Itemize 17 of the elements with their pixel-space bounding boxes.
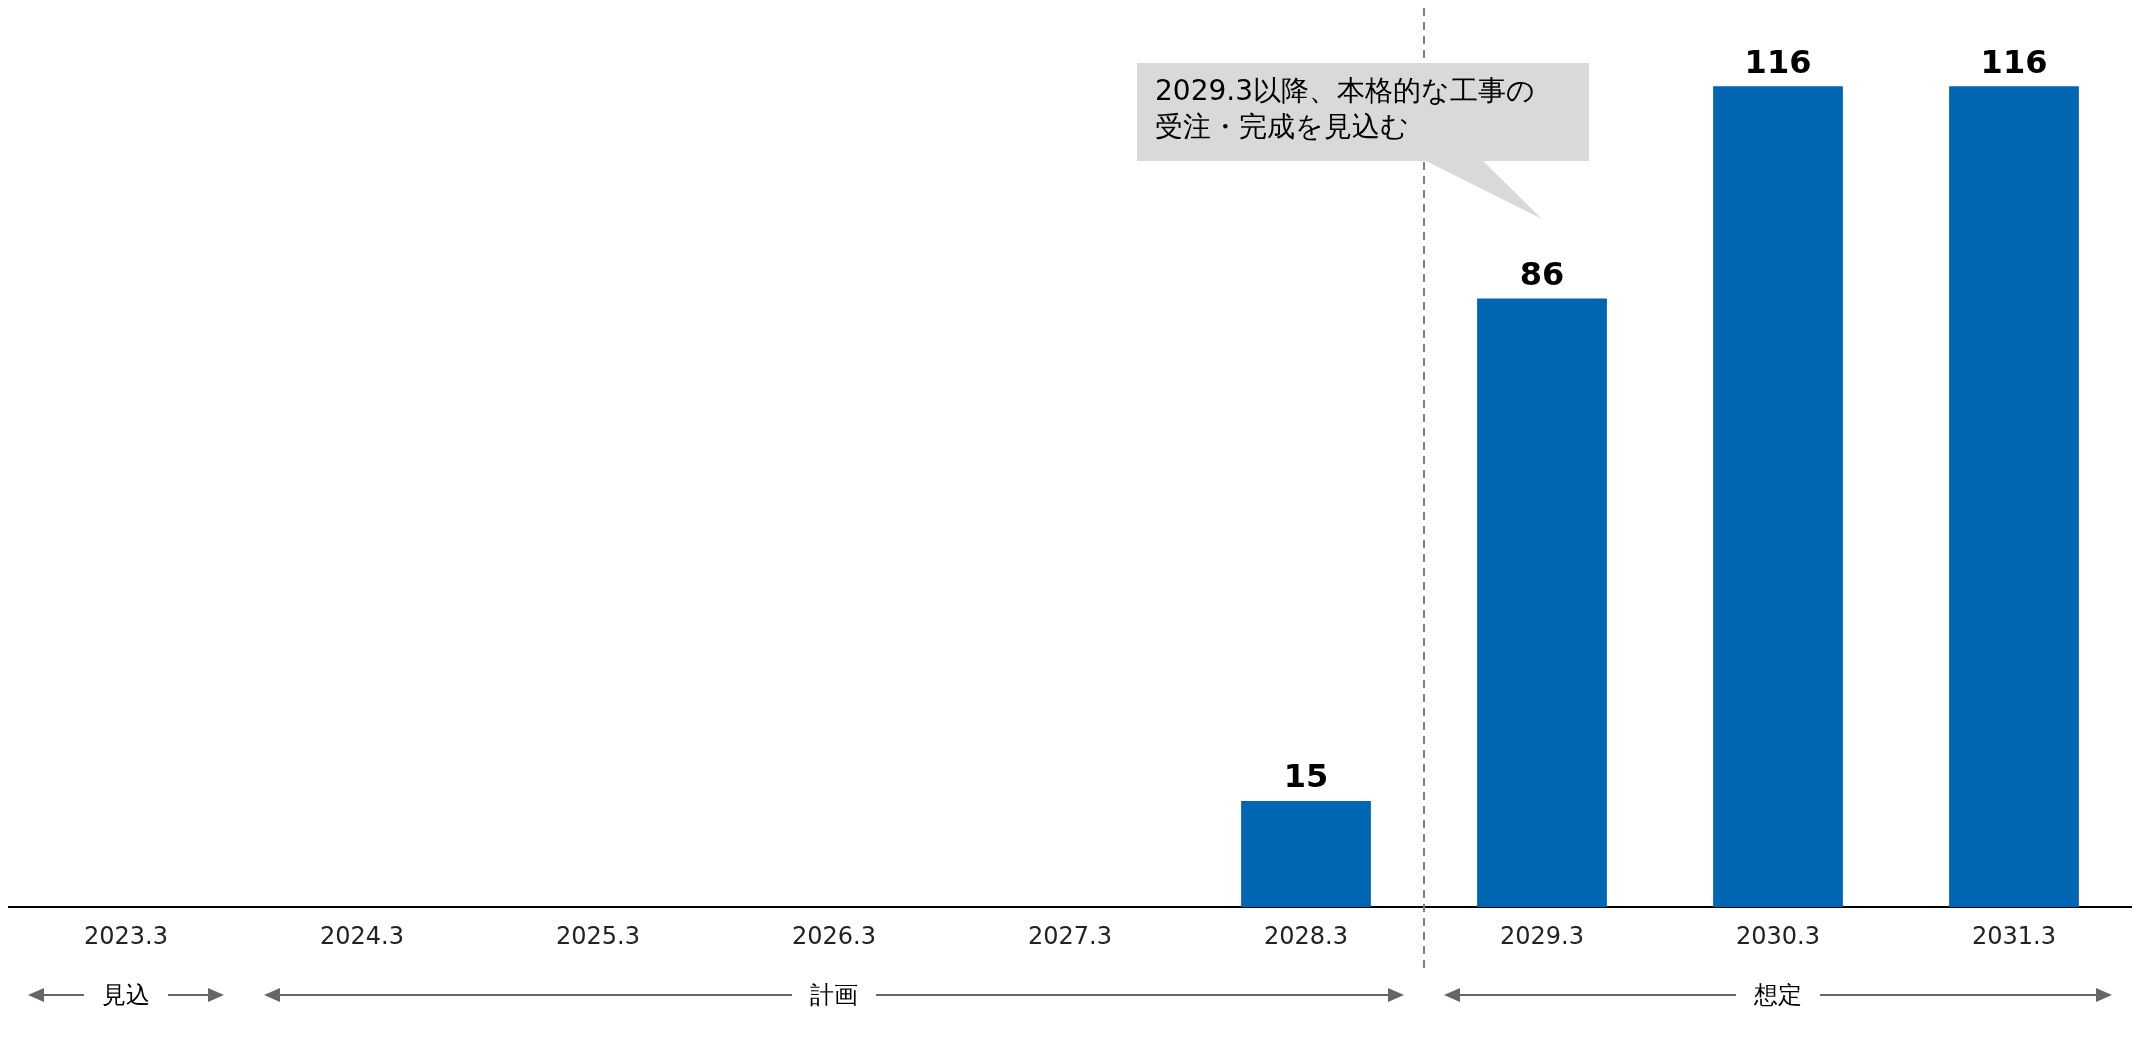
annotation: 2029.3以降、本格的な工事の受注・完成を見込む: [1137, 63, 1589, 161]
x-tick-label: 2025.3: [556, 921, 640, 950]
x-tick-label: 2027.3: [1028, 921, 1112, 950]
x-tick-label: 2029.3: [1500, 921, 1584, 950]
x-tick-label: 2026.3: [792, 921, 876, 950]
x-tick-label: 2028.3: [1264, 921, 1348, 950]
data-label: 86: [1519, 254, 1565, 293]
text: 見込: [84, 978, 168, 1012]
data-label: 116: [1980, 42, 2048, 81]
data-label: 116: [1744, 42, 1812, 81]
data-label: 15: [1283, 757, 1329, 796]
x-tick-label: 2023.3: [84, 921, 168, 950]
text: 計画: [792, 978, 876, 1012]
x-tick-label: 2024.3: [320, 921, 404, 950]
x-tick-label: 2030.3: [1736, 921, 1820, 950]
text: 想定: [1736, 978, 1820, 1012]
x-tick-label: 2031.3: [1972, 921, 2056, 950]
